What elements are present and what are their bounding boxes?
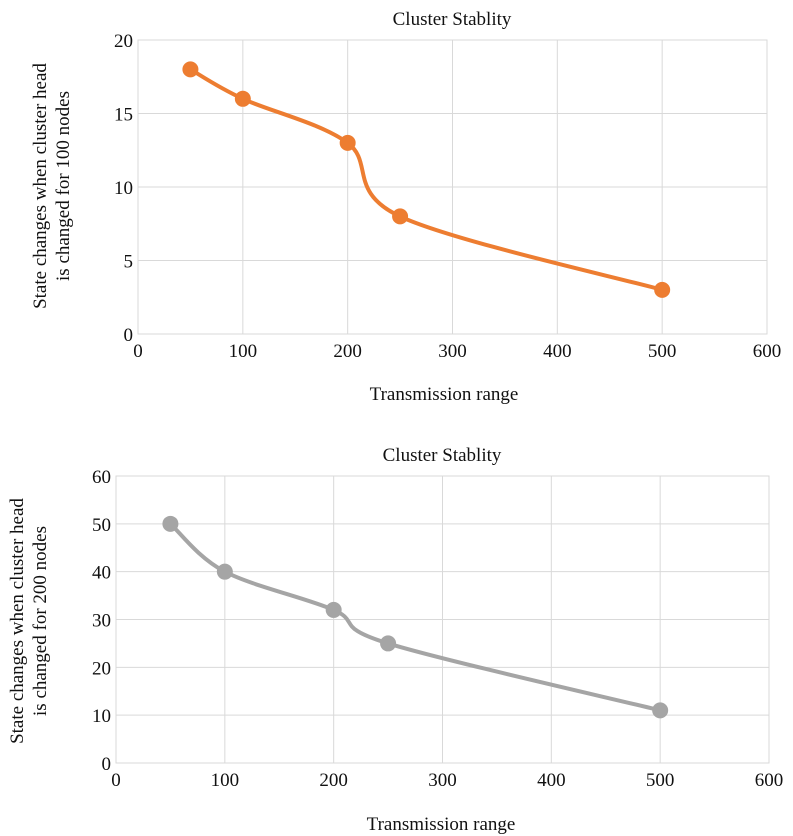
y-tick-label: 10 <box>92 706 111 727</box>
y-tick-label: 50 <box>92 515 111 536</box>
x-tick-label: 200 <box>333 341 362 362</box>
y-tick-label: 60 <box>92 467 111 488</box>
data-point <box>654 281 671 298</box>
y-tick-label: 20 <box>92 658 111 679</box>
x-axis-label: Transmission range <box>367 814 516 835</box>
x-tick-label: 100 <box>229 341 258 362</box>
x-tick-label: 500 <box>648 341 677 362</box>
x-axis-label: Transmission range <box>370 384 519 405</box>
x-tick-label: 500 <box>646 770 675 791</box>
x-tick-label: 300 <box>438 341 467 362</box>
data-point <box>325 601 342 618</box>
data-point <box>216 563 233 580</box>
x-tick-label: 400 <box>543 341 572 362</box>
y-tick-label: 0 <box>124 325 134 346</box>
x-tick-label: 0 <box>111 770 121 791</box>
data-point <box>339 134 356 151</box>
series-line <box>188 67 665 292</box>
y-tick-label: 30 <box>92 611 111 632</box>
chart-title: Cluster Stablity <box>393 9 512 30</box>
y-axis-label: State changes when cluster head is chang… <box>30 63 74 309</box>
data-point <box>652 702 669 719</box>
y-axis-label-line-2: is changed for 200 nodes <box>30 526 51 716</box>
data-point <box>380 635 397 652</box>
data-point <box>162 515 179 532</box>
data-point <box>234 90 251 107</box>
data-point <box>392 208 409 225</box>
y-axis-label-line-1: State changes when cluster head <box>7 498 28 744</box>
x-tick-label: 0 <box>133 341 143 362</box>
y-tick-label: 5 <box>124 252 134 273</box>
chart-title: Cluster Stablity <box>383 445 502 466</box>
y-tick-label: 20 <box>114 31 133 52</box>
chart-100-nodes: Cluster Stablity State changes when clus… <box>30 9 782 405</box>
y-axis-label: State changes when cluster head is chang… <box>7 498 51 744</box>
chart-200-nodes: Cluster Stablity State changes when clus… <box>7 445 784 835</box>
y-tick-label: 10 <box>114 178 133 199</box>
x-tick-label: 600 <box>753 341 782 362</box>
x-tick-label: 600 <box>755 770 784 791</box>
series-line <box>168 521 663 713</box>
x-tick-label: 100 <box>211 770 240 791</box>
data-point <box>182 61 199 78</box>
x-tick-label: 300 <box>428 770 457 791</box>
y-axis-label-line-1: State changes when cluster head <box>30 63 51 309</box>
y-tick-label: 0 <box>102 754 112 775</box>
y-axis-label-line-2: is changed for 100 nodes <box>53 91 74 281</box>
x-tick-label: 400 <box>537 770 566 791</box>
y-tick-label: 15 <box>114 105 133 126</box>
y-tick-label: 40 <box>92 563 111 584</box>
x-tick-label: 200 <box>319 770 348 791</box>
